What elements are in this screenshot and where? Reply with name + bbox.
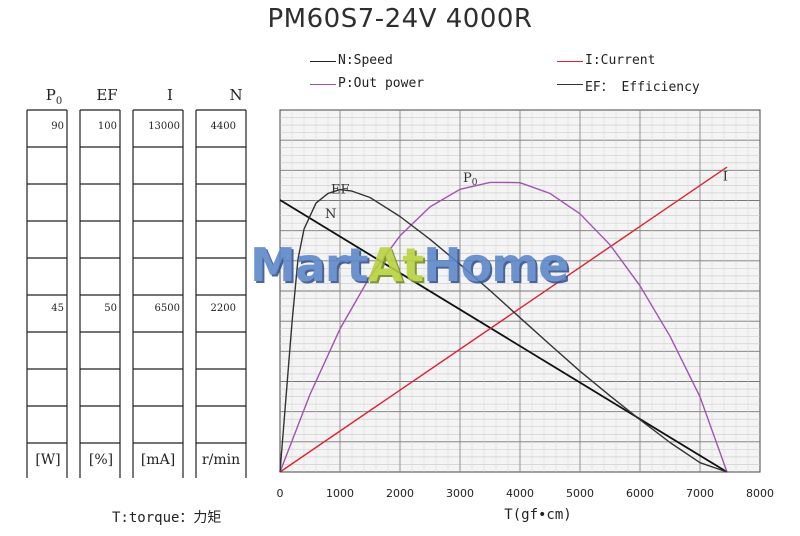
curve-label-i: I [723,169,728,184]
scale-mid-current: 6500 [154,303,180,314]
x-tick-label: 5000 [566,487,594,500]
chart-grid [279,109,761,473]
chart-series [279,166,728,473]
scale-top-efficiency: 100 [97,121,117,132]
series-i-line [279,166,728,473]
legend-swatch-power [310,84,336,85]
scale-unit-power: [W] [35,452,61,468]
curve-label-ef: EF [331,183,350,198]
legend: N:Speed I:Current P:Out power EF： Effici… [0,0,800,100]
scale-lines [26,109,247,478]
x-tick-label: 6000 [626,487,654,500]
x-tick-label: 3000 [446,487,474,500]
x-tick-label: 7000 [686,487,714,500]
x-tick-label: 8000 [746,487,774,500]
scale-header-speed: N [229,86,243,104]
x-tick-label: 0 [277,487,284,500]
x-tick-label: 1000 [326,487,354,500]
series-p-line [279,181,728,473]
x-tick-label: 4000 [506,487,534,500]
scale-unit-efficiency: [%] [88,452,114,468]
legend-label-speed: N:Speed [338,53,393,68]
scale-top-speed: 4400 [210,121,236,132]
scale-unit-current: [mA] [140,452,176,468]
legend-label-current: I:Current [585,53,656,68]
scale-header-current: I [167,86,173,104]
scale-mid-power: 45 [51,303,64,314]
legend-label-efficiency: EF： Efficiency [585,80,700,95]
watermark-logo: MartAtHome [250,238,569,292]
x-axis-label: T(gf•cm) [504,507,572,523]
torque-note: T:torque：力矩 [112,510,222,526]
scale-mid-efficiency: 50 [104,303,117,314]
x-axis-ticks: 0 1000 2000 3000 4000 5000 6000 7000 8000 [277,487,775,500]
scale-mid-speed: 2200 [210,303,236,314]
series-ef-line [279,188,728,473]
scale-top-power: 90 [51,121,64,132]
chart-title: PM60S7-24V 4000R [267,4,533,34]
scale-top-current: 13000 [148,121,180,132]
legend-swatch-speed [310,61,336,62]
legend-label-power: P:Out power [338,76,425,91]
legend-swatch-current [557,61,583,62]
series-n-line [279,199,728,473]
x-tick-label: 2000 [386,487,414,500]
scale-header-power: P0 [45,86,63,107]
scale-header-efficiency: EF [96,86,118,104]
scale-unit-speed: r/min [201,452,241,468]
legend-swatch-efficiency [557,84,583,85]
curve-label-n: N [325,207,336,222]
